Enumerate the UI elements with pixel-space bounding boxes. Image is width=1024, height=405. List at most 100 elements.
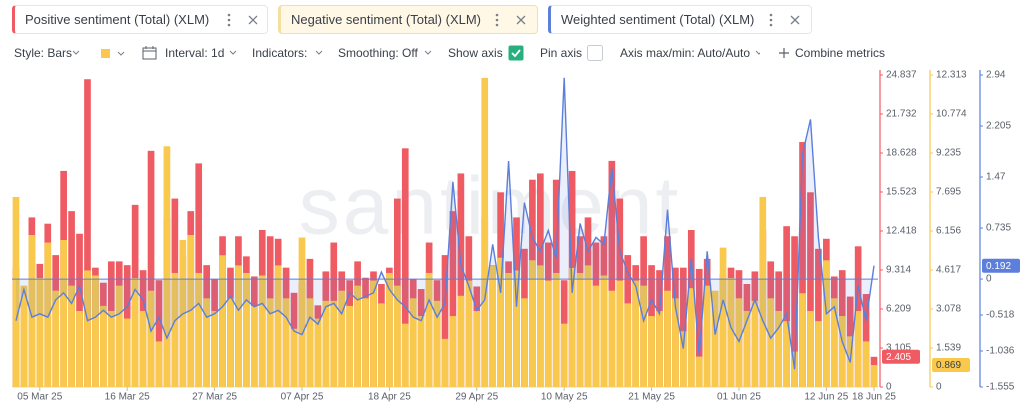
bar bbox=[211, 278, 218, 387]
bar bbox=[179, 255, 187, 387]
bar bbox=[870, 364, 878, 387]
bar bbox=[544, 280, 552, 387]
bar bbox=[830, 276, 838, 387]
bar bbox=[870, 356, 878, 387]
bar bbox=[131, 204, 139, 387]
tab-icons[interactable] bbox=[767, 12, 807, 28]
bar bbox=[306, 258, 314, 387]
bar bbox=[362, 298, 369, 387]
bar bbox=[767, 298, 775, 387]
bar bbox=[560, 323, 568, 387]
bar bbox=[624, 255, 632, 387]
bar bbox=[815, 248, 822, 387]
bar bbox=[219, 255, 226, 387]
metric-tab[interactable]: Weighted sentiment (Total) (XLM) bbox=[548, 5, 812, 34]
metric-tab[interactable]: Positive sentiment (Total) (XLM) bbox=[12, 5, 268, 34]
bar bbox=[727, 278, 735, 387]
bar bbox=[163, 146, 171, 387]
bar bbox=[171, 198, 179, 387]
bar bbox=[537, 173, 544, 387]
bar bbox=[735, 270, 743, 387]
y-tick-label: -0.518 bbox=[986, 310, 1015, 321]
bar bbox=[163, 217, 171, 387]
bar bbox=[505, 272, 512, 387]
bar bbox=[250, 305, 258, 387]
bar bbox=[68, 285, 75, 387]
y-tick-label: 9.314 bbox=[886, 265, 911, 276]
bar bbox=[393, 285, 401, 387]
bar bbox=[195, 272, 203, 387]
color-select[interactable] bbox=[100, 47, 130, 61]
bar bbox=[513, 217, 520, 387]
y-tick-label: 24.837 bbox=[886, 70, 917, 81]
bar bbox=[370, 280, 377, 387]
last-value-badge: 2.405 bbox=[882, 349, 920, 364]
x-tick-label: 12 Jun 25 bbox=[804, 392, 848, 403]
bar bbox=[155, 280, 163, 387]
bar bbox=[830, 298, 838, 387]
bar bbox=[60, 240, 67, 387]
bar bbox=[52, 255, 60, 387]
show-axis-checkbox[interactable] bbox=[508, 45, 524, 61]
bar bbox=[322, 300, 330, 387]
x-tick-label: 16 Mar 25 bbox=[105, 392, 150, 403]
bar bbox=[139, 270, 147, 387]
bar bbox=[743, 310, 751, 387]
bar bbox=[107, 310, 115, 387]
tab-icons[interactable] bbox=[493, 12, 533, 28]
bar bbox=[823, 260, 830, 387]
dropdown-chevrons bbox=[72, 50, 760, 55]
bar bbox=[632, 280, 640, 387]
last-value-label: 2.405 bbox=[886, 352, 911, 363]
indicators-select[interactable]: Indicators: bbox=[252, 46, 308, 60]
bar bbox=[354, 285, 361, 387]
pin-axis-label: Pin axis bbox=[540, 46, 583, 60]
bar bbox=[409, 298, 417, 387]
bar bbox=[274, 238, 282, 387]
bar bbox=[203, 265, 210, 387]
bar bbox=[131, 278, 139, 387]
bar bbox=[36, 278, 44, 387]
bar bbox=[846, 336, 854, 387]
plus-icon bbox=[779, 48, 789, 58]
tab-icons[interactable] bbox=[225, 12, 265, 28]
pin-axis-checkbox[interactable] bbox=[587, 45, 603, 61]
metric-tab[interactable]: Negative sentiment (Total) (XLM) bbox=[278, 5, 538, 34]
combine-metrics[interactable]: Combine metrics bbox=[795, 46, 886, 60]
bar bbox=[386, 267, 393, 387]
bar bbox=[44, 242, 52, 387]
bar bbox=[274, 265, 282, 387]
bar bbox=[179, 240, 187, 387]
bar bbox=[362, 277, 369, 387]
bar bbox=[203, 298, 210, 387]
bar bbox=[624, 303, 632, 387]
calendar-icon bbox=[142, 46, 157, 60]
axis-range-select[interactable]: Axis max/min: Auto/Auto bbox=[620, 46, 751, 60]
bar bbox=[219, 236, 226, 387]
y-tick-label: 0 bbox=[936, 382, 942, 393]
bar bbox=[489, 265, 497, 387]
bar bbox=[759, 196, 767, 387]
bar bbox=[449, 316, 457, 387]
interval-select[interactable]: Interval: 1d bbox=[165, 46, 225, 60]
bar bbox=[84, 79, 91, 387]
bar bbox=[552, 179, 560, 387]
smoothing-select[interactable]: Smoothing: Off bbox=[338, 46, 418, 60]
bar bbox=[656, 310, 663, 387]
style-select[interactable]: Style: Bars bbox=[14, 46, 73, 60]
badge-bg bbox=[982, 258, 1020, 273]
y-tick-label: 0 bbox=[986, 274, 992, 285]
bar bbox=[481, 77, 489, 387]
bar bbox=[195, 163, 203, 387]
bar bbox=[100, 282, 107, 387]
bar bbox=[282, 298, 290, 387]
bar bbox=[449, 211, 457, 387]
bar bbox=[497, 257, 504, 387]
y-tick-label: 1.539 bbox=[936, 343, 961, 354]
bar bbox=[537, 265, 544, 387]
bar bbox=[568, 267, 576, 387]
bar bbox=[115, 261, 123, 387]
bar bbox=[695, 268, 703, 387]
bar bbox=[552, 272, 560, 387]
bar bbox=[608, 290, 616, 387]
